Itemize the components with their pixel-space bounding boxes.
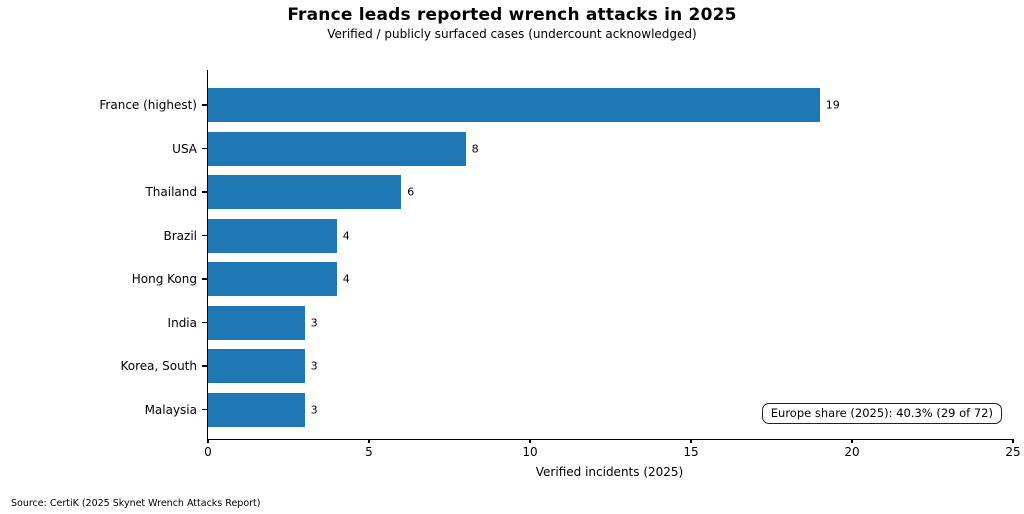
x-axis-tick <box>1012 439 1014 443</box>
bar-india <box>208 305 305 340</box>
source-note: Source: CertiK (2025 Skynet Wrench Attac… <box>11 498 261 509</box>
bar-korea-south <box>208 349 305 383</box>
x-axis-label: Verified incidents (2025) <box>535 465 684 479</box>
x-tick-label: 20 <box>844 445 860 459</box>
x-axis-tick <box>207 439 209 443</box>
value-label: 3 <box>310 403 318 416</box>
x-axis-tick <box>368 439 370 443</box>
y-axis-tick <box>202 234 207 237</box>
y-axis-tick <box>202 191 207 193</box>
value-label: 4 <box>342 272 350 286</box>
value-label: 8 <box>471 142 479 155</box>
x-axis-tick <box>529 439 531 443</box>
y-axis-tick <box>202 321 207 324</box>
category-label: Brazil <box>163 228 198 243</box>
x-tick-label: 10 <box>522 445 538 459</box>
value-label: 4 <box>342 229 350 242</box>
europe-share-annotation: Europe share (2025): 40.3% (29 of 72) <box>761 403 1002 424</box>
y-axis-tick <box>202 104 207 106</box>
value-label: 19 <box>825 98 840 112</box>
bar-thailand <box>208 175 402 209</box>
category-label: Malaysia <box>144 402 197 417</box>
bar-malaysia <box>208 392 305 427</box>
category-label: USA <box>172 141 197 156</box>
category-label: France (highest) <box>99 98 197 112</box>
category-label: Hong Kong <box>131 272 197 286</box>
plot-area: France (highest) 19 USA 8 Thailand 6 Brazil 4 Ho… <box>99 70 1021 459</box>
value-label: 3 <box>310 359 318 373</box>
x-axis-tick <box>690 439 692 443</box>
category-label: Thailand <box>145 185 197 199</box>
bar-usa <box>208 131 466 166</box>
x-tick-label: 5 <box>365 445 373 459</box>
bar-france-highest <box>208 88 820 122</box>
category-label: Korea, South <box>120 359 197 373</box>
x-tick-label: 0 <box>204 445 212 459</box>
y-axis-tick <box>202 147 207 150</box>
value-label: 3 <box>310 316 318 329</box>
y-axis-tick <box>202 278 207 280</box>
x-tick-label: 15 <box>683 445 699 459</box>
x-axis-tick <box>851 439 853 443</box>
category-label: India <box>167 315 197 330</box>
value-label: 6 <box>407 185 415 199</box>
y-axis-tick <box>202 408 207 411</box>
bar-hong-kong <box>208 262 337 296</box>
chart-title: France leads reported wrench attacks in … <box>287 5 737 25</box>
bar-brazil <box>208 218 337 253</box>
y-axis-tick <box>202 365 207 367</box>
chart-subtitle: Verified / publicly surfaced cases (unde… <box>327 27 697 41</box>
x-tick-label: 25 <box>1005 445 1021 459</box>
